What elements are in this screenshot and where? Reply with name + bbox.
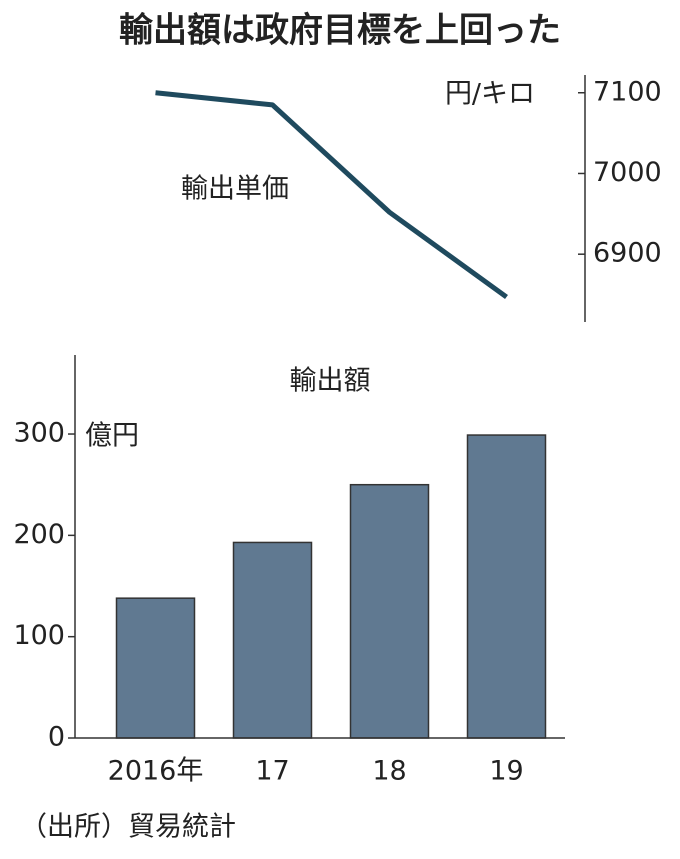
- source: （出所）貿易統計: [20, 812, 236, 843]
- y-unit: 円/キロ: [445, 79, 535, 110]
- line: [155, 90, 508, 300]
- y-tick-label: 7000: [593, 157, 662, 188]
- x-tick-label: 17: [255, 756, 289, 787]
- y-tick-label: 0: [48, 722, 65, 753]
- series-label: 輸出単価: [181, 174, 289, 205]
- bar: [349, 483, 430, 739]
- x-tick-label: 18: [372, 756, 406, 787]
- y-tick-label: 300: [13, 418, 65, 449]
- chart-title: 輸出額は政府目標を上回った: [119, 11, 561, 51]
- bar: [466, 434, 547, 739]
- bar: [115, 597, 196, 739]
- bar: [232, 541, 313, 739]
- x-tick-label: 2016年: [108, 756, 204, 787]
- series-label: 輸出額: [290, 366, 371, 397]
- y-tick-label: 6900: [593, 238, 662, 269]
- y-unit: 億円: [85, 421, 139, 452]
- y-tick-label: 100: [13, 620, 65, 651]
- y-tick-label: 7100: [593, 76, 662, 107]
- y-tick-label: 200: [13, 519, 65, 550]
- x-tick-label: 19: [489, 756, 523, 787]
